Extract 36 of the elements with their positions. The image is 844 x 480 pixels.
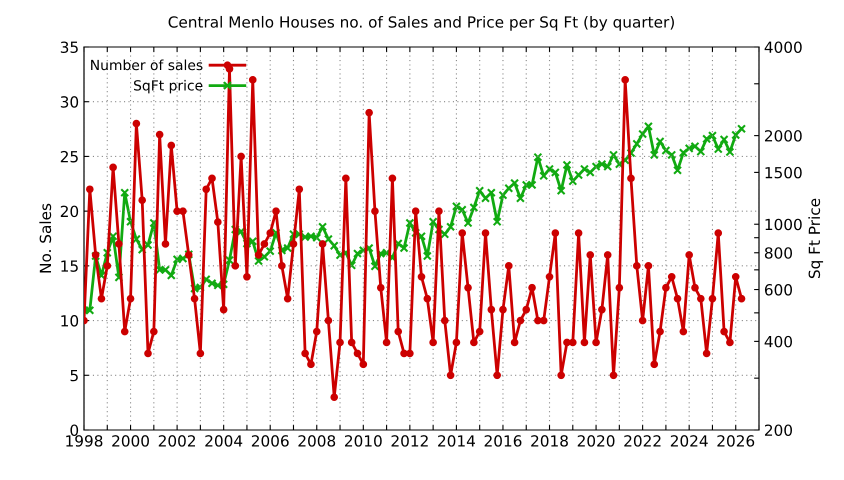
y-tick-label: 35 <box>60 41 78 54</box>
x-tick-label: 2026 <box>717 435 754 447</box>
y2-tick-label: 2000 <box>764 130 802 142</box>
x-tick-label: 2012 <box>392 435 428 447</box>
x-tick-label: 2020 <box>578 435 614 447</box>
x-tick-label: 2018 <box>531 435 568 447</box>
y2-tick-label: 400 <box>764 336 792 348</box>
y-tick-label: 10 <box>61 315 78 327</box>
y-tick-label: 25 <box>60 150 78 162</box>
x-tick-label: 2002 <box>158 435 196 447</box>
legend-label: SqFt price <box>134 80 202 94</box>
y2-tick-label: 800 <box>764 247 792 259</box>
y2-tick-label: 600 <box>764 284 792 296</box>
x-tick-label: 2004 <box>205 435 242 447</box>
y-tick-label: 30 <box>60 96 78 108</box>
x-tick-label: 2006 <box>252 435 289 447</box>
x-tick-label: 2000 <box>112 435 149 447</box>
x-tick-label: 2010 <box>344 435 382 447</box>
y-tick-label: 20 <box>60 206 78 218</box>
y2-tick-label: 1500 <box>766 166 802 178</box>
x-tick-label: 2022 <box>624 435 661 447</box>
legend-label: Number of sales <box>91 60 202 70</box>
y-tick-label: 15 <box>61 260 78 272</box>
x-tick-label: 2024 <box>670 435 708 447</box>
y2-tick-label: 200 <box>764 424 792 436</box>
x-tick-label: 2016 <box>484 435 522 447</box>
y-tick-label: 0 <box>70 424 78 436</box>
y2-tick-label: 4000 <box>764 41 802 54</box>
chart-title: Central Menlo Houses no. of Sales and Price per Sq Ft (by quarter) <box>168 16 674 31</box>
y-axis-title: No. Sales <box>39 204 52 272</box>
x-tick-label: 1998 <box>66 435 102 447</box>
x-tick-label: 2014 <box>438 435 475 447</box>
y2-tick-label: 1000 <box>766 218 802 230</box>
y-tick-label: 5 <box>70 370 78 382</box>
x-tick-label: 2008 <box>298 435 336 447</box>
y2-axis-title: Sq Ft Price <box>808 198 824 278</box>
